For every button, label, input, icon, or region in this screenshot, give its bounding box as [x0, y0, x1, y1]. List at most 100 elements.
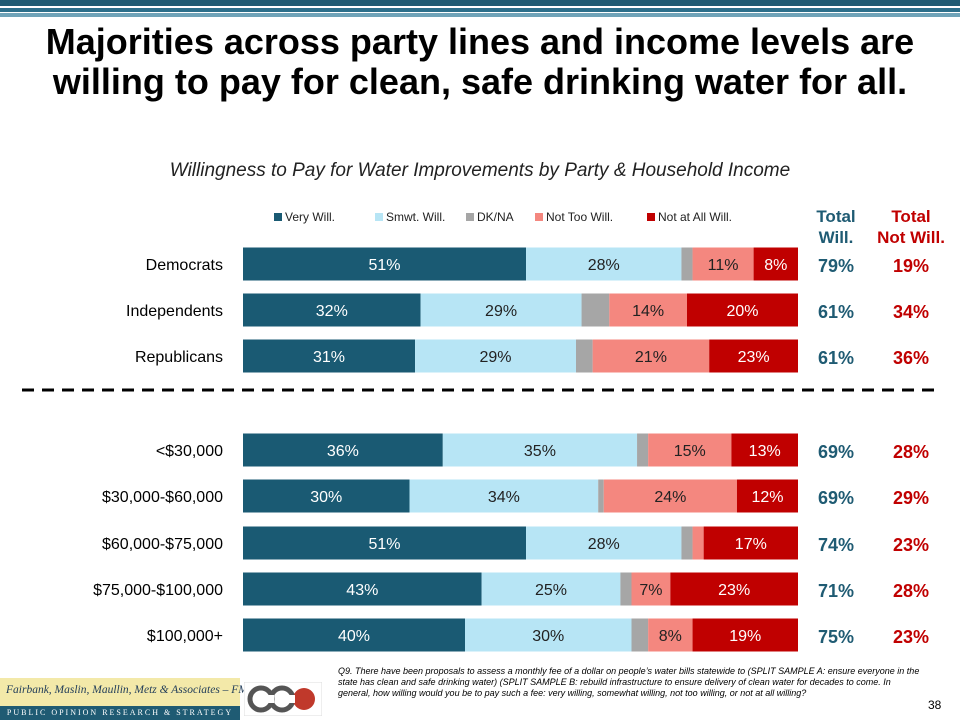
bar-segment: [620, 572, 632, 606]
data-label: 23%: [738, 349, 770, 366]
total-not-will-value: 28%: [893, 581, 929, 601]
bar-segment: [637, 433, 649, 467]
bar-segment: [243, 339, 416, 373]
category-label: <$30,000: [156, 443, 223, 460]
legend-swatch: [535, 213, 543, 221]
total-will-header: Will.: [819, 228, 854, 247]
data-label: 11%: [708, 257, 739, 274]
total-will-value: 69%: [818, 442, 854, 462]
data-label: 14%: [632, 303, 664, 320]
bar-segment: [243, 618, 465, 652]
data-label: 8%: [659, 628, 682, 645]
data-label: 43%: [346, 582, 378, 599]
bar-segment: [243, 479, 410, 513]
legend-swatch: [647, 213, 655, 221]
total-will-header: Total: [816, 207, 855, 226]
bar-segment: [581, 293, 610, 327]
bar-segment: [753, 247, 798, 281]
total-will-value: 74%: [818, 535, 854, 555]
bar-segment: [731, 433, 798, 467]
chart-subtitle: Willingness to Pay for Water Improvement…: [169, 160, 791, 181]
question-note: Q9. There have been proposals to assess …: [338, 666, 920, 698]
data-label: 35%: [524, 443, 556, 460]
total-will-value: 61%: [818, 348, 854, 368]
data-label: 51%: [369, 536, 401, 553]
data-label: 31%: [313, 349, 345, 366]
data-label: 29%: [485, 303, 517, 320]
bar-segment: [409, 479, 599, 513]
category-label: Republicans: [135, 349, 223, 366]
bar-segment: [681, 247, 693, 281]
data-label: 30%: [532, 628, 564, 645]
total-not-will-value: 19%: [893, 256, 929, 276]
bar-segment: [481, 572, 621, 606]
bar-segment: [631, 572, 671, 606]
category-label: $100,000+: [147, 628, 223, 645]
total-not-will-header: Not Will.: [877, 228, 945, 247]
legend-label: Very Will.: [285, 210, 335, 224]
data-label: 15%: [674, 443, 706, 460]
bar-segment: [648, 433, 732, 467]
data-label: 34%: [488, 489, 520, 506]
page-number: 38: [928, 698, 942, 712]
total-will-value: 79%: [818, 256, 854, 276]
bar-segment: [243, 293, 421, 327]
data-label: 28%: [588, 536, 620, 553]
data-label: 17%: [735, 536, 767, 553]
bar-segment: [736, 479, 798, 513]
bar-segment: [692, 247, 754, 281]
bar-segment: [526, 526, 682, 560]
bar-segment: [465, 618, 632, 652]
bar-segment: [670, 572, 798, 606]
data-label: 21%: [635, 349, 667, 366]
legend-swatch: [375, 213, 383, 221]
data-label: 40%: [338, 628, 370, 645]
total-not-will-value: 34%: [893, 302, 929, 322]
gca-logo: [244, 682, 322, 716]
bar-segment: [243, 247, 527, 281]
data-label: 13%: [749, 443, 781, 460]
total-not-will-value: 23%: [893, 627, 929, 647]
total-will-value: 61%: [818, 302, 854, 322]
bar-segment: [631, 618, 649, 652]
legend-label: Smwt. Will.: [386, 210, 445, 224]
data-label: 51%: [369, 257, 401, 274]
bar-segment: [243, 572, 482, 606]
firm-banner-top: [0, 678, 240, 706]
total-not-will-value: 36%: [893, 348, 929, 368]
data-label: 8%: [764, 257, 787, 274]
bar-segment: [526, 247, 682, 281]
data-label: 32%: [316, 303, 348, 320]
bar-segment: [709, 339, 798, 373]
data-label: 24%: [654, 489, 686, 506]
bar-segment: [420, 293, 582, 327]
total-will-value: 69%: [818, 488, 854, 508]
legend-swatch: [274, 213, 282, 221]
header-band: [0, 0, 960, 6]
legend-swatch: [466, 213, 474, 221]
legend-label: DK/NA: [477, 210, 514, 224]
category-label: $30,000-$60,000: [102, 489, 223, 506]
data-label: 23%: [718, 582, 750, 599]
bar-segment: [692, 618, 798, 652]
bar-segment: [576, 339, 593, 373]
bar-segment: [592, 339, 710, 373]
legend-label: Not Too Will.: [546, 210, 613, 224]
data-label: 30%: [310, 489, 342, 506]
data-label: 29%: [480, 349, 512, 366]
data-label: 25%: [535, 582, 567, 599]
bar-segment: [609, 293, 687, 327]
total-not-will-value: 23%: [893, 535, 929, 555]
firm-name: Fairbank, Maslin, Maullin, Metz & Associ…: [6, 684, 254, 696]
total-not-will-value: 28%: [893, 442, 929, 462]
header-band: [0, 8, 960, 12]
firm-tagline: PUBLIC OPINION RESEARCH & STRATEGY: [6, 708, 234, 717]
bar-segment: [598, 479, 604, 513]
total-not-will-header: Total: [891, 207, 930, 226]
data-label: 19%: [729, 628, 761, 645]
data-label: 7%: [639, 582, 662, 599]
category-label: Independents: [126, 303, 223, 320]
bar-segment: [687, 293, 798, 327]
firm-banner: Fairbank, Maslin, Maullin, Metz & Associ…: [0, 678, 254, 720]
